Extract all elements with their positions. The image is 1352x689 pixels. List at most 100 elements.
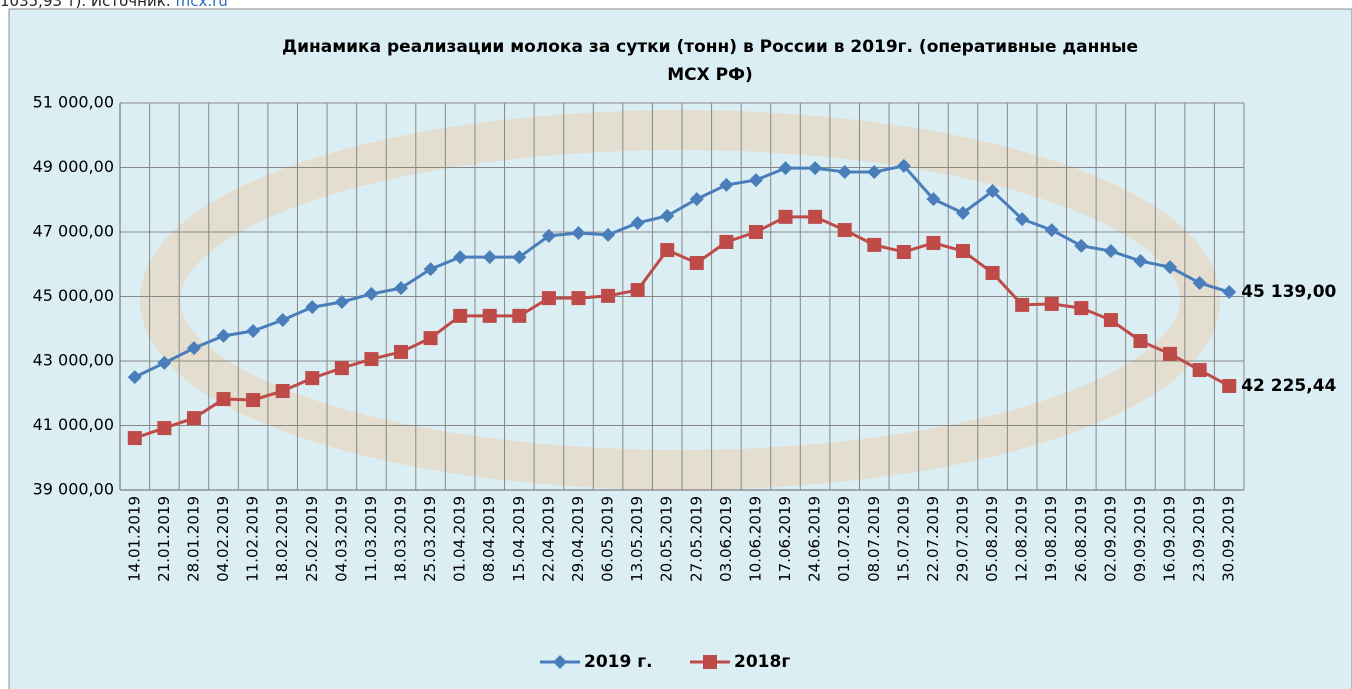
marker [541,228,556,243]
marker [1163,346,1178,361]
marker [660,208,675,223]
marker [275,383,290,398]
marker [1222,378,1237,393]
x-tick-label: 23.09.2019 [1190,496,1208,582]
x-tick-label: 14.01.2019 [125,496,143,582]
marker [364,286,379,301]
x-tick-label: 12.08.2019 [1013,496,1031,582]
x-tick-label: 26.08.2019 [1072,496,1090,582]
x-tick-label: 25.03.2019 [421,496,439,582]
marker [246,324,261,339]
marker [689,255,704,270]
marker [1044,223,1059,238]
marker [553,655,567,669]
x-tick-label: 03.06.2019 [717,496,735,582]
marker [660,243,675,258]
x-tick-label: 09.09.2019 [1131,496,1149,582]
y-tick-label: 45 000,00 [33,286,114,305]
marker [275,313,290,328]
y-tick-label: 49 000,00 [33,157,114,176]
marker [748,173,763,188]
x-tick-label: 01.07.2019 [835,496,853,582]
x-tick-label: 11.03.2019 [362,496,380,582]
marker [482,250,497,265]
x-tick-label: 15.04.2019 [510,496,528,582]
marker [482,308,497,323]
marker [1133,254,1148,269]
x-tick-label: 04.02.2019 [214,496,232,582]
marker [808,209,823,224]
marker [453,250,468,265]
legend-label: 2018г [734,652,790,672]
y-tick-label: 43 000,00 [33,351,114,370]
marker [216,392,231,407]
x-tick-label: 21.01.2019 [155,496,173,582]
marker [778,209,793,224]
marker [1015,297,1030,312]
marker [956,205,970,220]
marker [837,165,852,180]
x-tick-label: 05.08.2019 [983,496,1001,582]
marker [334,361,349,376]
marker [246,393,261,408]
marker [601,227,616,242]
marker [926,235,941,250]
legend-label: 2019 г. [584,652,653,672]
marker [1222,285,1237,300]
marker [186,411,201,426]
x-tick-label: 10.06.2019 [746,496,764,582]
marker [1015,212,1030,227]
marker [956,244,970,259]
marker [571,291,586,306]
marker [1163,260,1178,275]
marker [748,225,763,239]
marker [127,431,142,446]
x-tick-label: 18.03.2019 [392,496,410,582]
x-tick-label: 01.04.2019 [451,496,469,582]
x-tick-label: 04.03.2019 [332,496,350,582]
marker [837,223,852,238]
x-tick-label: 25.02.2019 [303,496,321,582]
marker [703,655,717,669]
x-tick-label: 28.01.2019 [184,496,202,582]
marker [423,262,438,277]
data-label: 45 139,00 [1241,282,1336,302]
marker [512,250,527,265]
x-tick-label: 19.08.2019 [1042,496,1060,582]
marker [186,341,201,356]
x-tick-label: 17.06.2019 [776,496,794,582]
marker [926,192,941,207]
chart-title: Динамика реализации молока за сутки (тон… [282,37,1138,57]
source-text: 1035,93 т). Источник: [0,0,171,10]
x-tick-label: 16.09.2019 [1161,496,1179,582]
marker [1133,334,1148,349]
marker [867,165,882,180]
marker [719,234,734,249]
marker [541,291,556,306]
marker [1074,238,1089,253]
source-link[interactable]: mcx.ru [175,0,228,10]
marker [808,161,823,176]
marker [305,371,320,386]
x-tick-label: 29.04.2019 [569,496,587,582]
marker [896,158,911,173]
marker [896,244,911,259]
marker [630,283,645,298]
x-tick-label: 11.02.2019 [244,496,262,582]
x-tick-label: 20.05.2019 [658,496,676,582]
marker [334,294,349,309]
x-tick-label: 29.07.2019 [954,496,972,582]
marker [1192,363,1207,378]
x-tick-label: 15.07.2019 [894,496,912,582]
x-tick-label: 22.07.2019 [924,496,942,582]
x-tick-label: 22.04.2019 [539,496,557,582]
marker [985,265,1000,280]
x-tick-label: 08.07.2019 [865,496,883,582]
x-tick-label: 02.09.2019 [1101,496,1119,582]
marker [867,237,882,252]
marker [571,225,586,240]
marker [305,300,320,315]
marker [778,161,793,176]
